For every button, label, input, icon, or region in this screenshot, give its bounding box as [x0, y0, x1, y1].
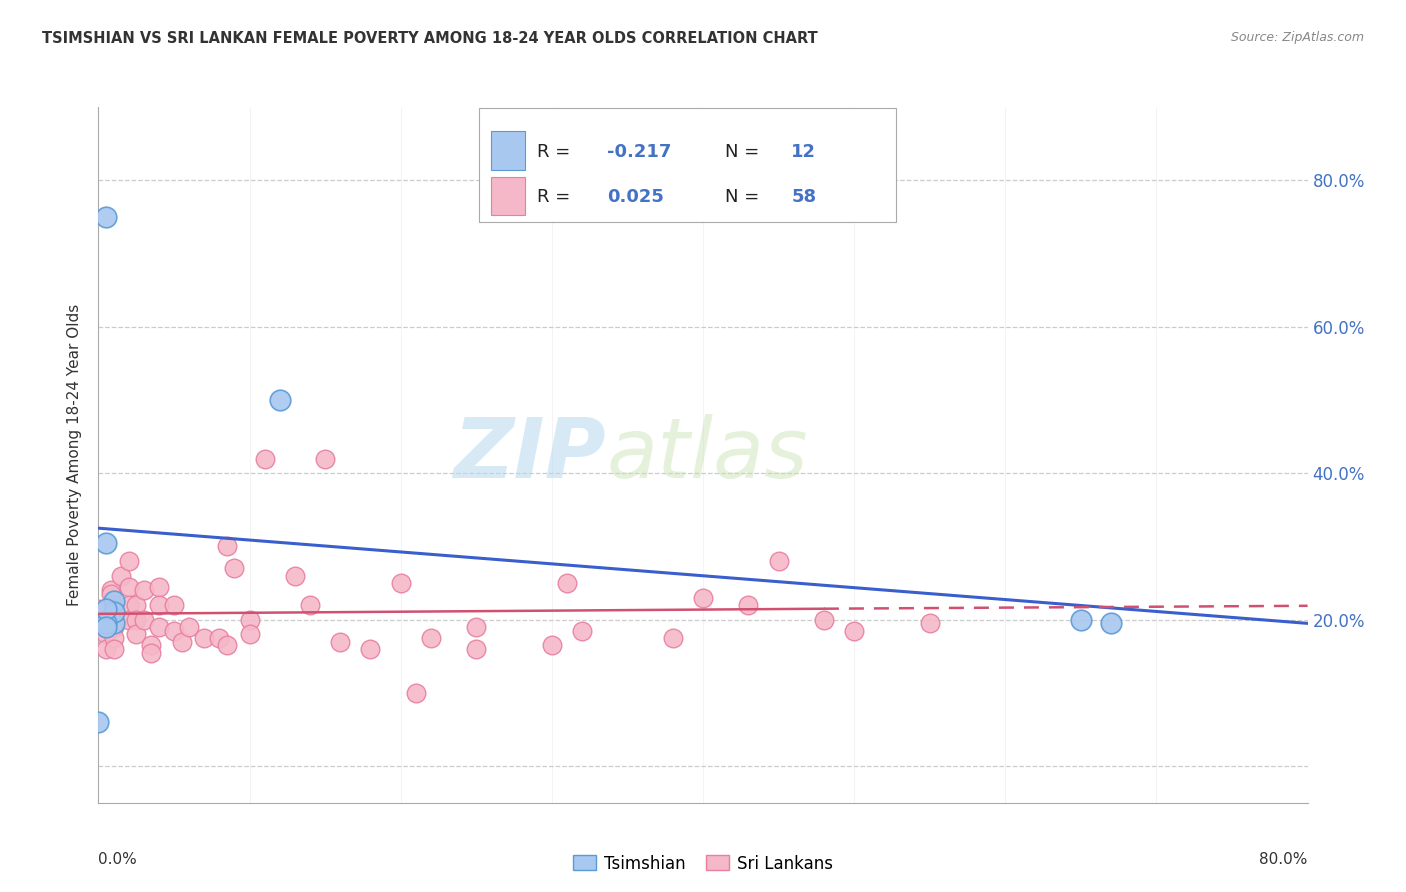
Point [918, 616, 941, 631]
Point [1070, 613, 1092, 627]
Text: 0.0%: 0.0% [98, 852, 138, 866]
Point [329, 634, 352, 648]
Text: 58: 58 [792, 188, 817, 206]
Point [125, 598, 148, 612]
Point [405, 686, 427, 700]
Point [662, 631, 685, 645]
Point [239, 627, 262, 641]
Point [148, 620, 170, 634]
Point [215, 540, 238, 554]
Point [94, 627, 117, 641]
Text: atlas: atlas [606, 415, 808, 495]
Point [813, 613, 835, 627]
Point [224, 561, 246, 575]
Point [87, 601, 110, 615]
Point [94, 210, 117, 224]
Bar [492, 177, 526, 215]
Point [314, 451, 336, 466]
Text: ZIP: ZIP [454, 415, 606, 495]
Point [132, 613, 155, 627]
Text: R =: R = [537, 144, 576, 161]
Text: 0.025: 0.025 [607, 188, 665, 206]
Point [100, 583, 122, 598]
Point [103, 601, 125, 615]
Point [103, 606, 125, 620]
Point [208, 631, 231, 645]
Point [163, 624, 186, 638]
Point [170, 634, 193, 648]
Text: N =: N = [724, 188, 765, 206]
Point [94, 601, 117, 615]
Text: TSIMSHIAN VS SRI LANKAN FEMALE POVERTY AMONG 18-24 YEAR OLDS CORRELATION CHART: TSIMSHIAN VS SRI LANKAN FEMALE POVERTY A… [42, 31, 818, 46]
Point [94, 642, 117, 657]
Point [103, 616, 125, 631]
Point [87, 715, 110, 730]
Point [103, 642, 125, 657]
Point [141, 638, 163, 652]
Point [465, 620, 488, 634]
Y-axis label: Female Poverty Among 18-24 Year Olds: Female Poverty Among 18-24 Year Olds [67, 304, 83, 606]
Point [768, 554, 790, 568]
Point [465, 642, 488, 657]
Point [269, 392, 291, 407]
Point [148, 580, 170, 594]
Point [118, 554, 141, 568]
Point [148, 598, 170, 612]
Point [215, 638, 238, 652]
Point [103, 598, 125, 612]
Point [389, 576, 412, 591]
Point [118, 580, 141, 594]
Point [1099, 616, 1122, 631]
Text: N =: N = [724, 144, 765, 161]
Point [692, 591, 714, 605]
Point [163, 598, 186, 612]
Point [110, 568, 132, 582]
Point [540, 638, 562, 652]
Text: 12: 12 [792, 144, 817, 161]
Point [141, 646, 163, 660]
Point [118, 613, 141, 627]
Point [360, 642, 382, 657]
Point [844, 624, 866, 638]
Point [118, 598, 141, 612]
Point [103, 620, 125, 634]
Point [737, 598, 759, 612]
Point [100, 587, 122, 601]
Point [94, 536, 117, 550]
Point [420, 631, 443, 645]
Point [571, 624, 593, 638]
Text: 80.0%: 80.0% [1260, 852, 1308, 866]
Point [132, 583, 155, 598]
Point [284, 568, 307, 582]
Point [125, 613, 148, 627]
Point [103, 631, 125, 645]
Legend: Tsimshian, Sri Lankans: Tsimshian, Sri Lankans [565, 848, 841, 880]
Point [94, 613, 117, 627]
Point [555, 576, 578, 591]
Point [299, 598, 322, 612]
Bar [492, 131, 526, 169]
Text: -0.217: -0.217 [607, 144, 672, 161]
Point [125, 627, 148, 641]
Point [103, 594, 125, 608]
Text: R =: R = [537, 188, 576, 206]
Text: Source: ZipAtlas.com: Source: ZipAtlas.com [1230, 31, 1364, 45]
Point [94, 616, 117, 631]
Point [239, 613, 262, 627]
Point [179, 620, 201, 634]
Point [193, 631, 215, 645]
Bar [479, 109, 897, 222]
Point [94, 620, 117, 634]
Point [253, 451, 276, 466]
